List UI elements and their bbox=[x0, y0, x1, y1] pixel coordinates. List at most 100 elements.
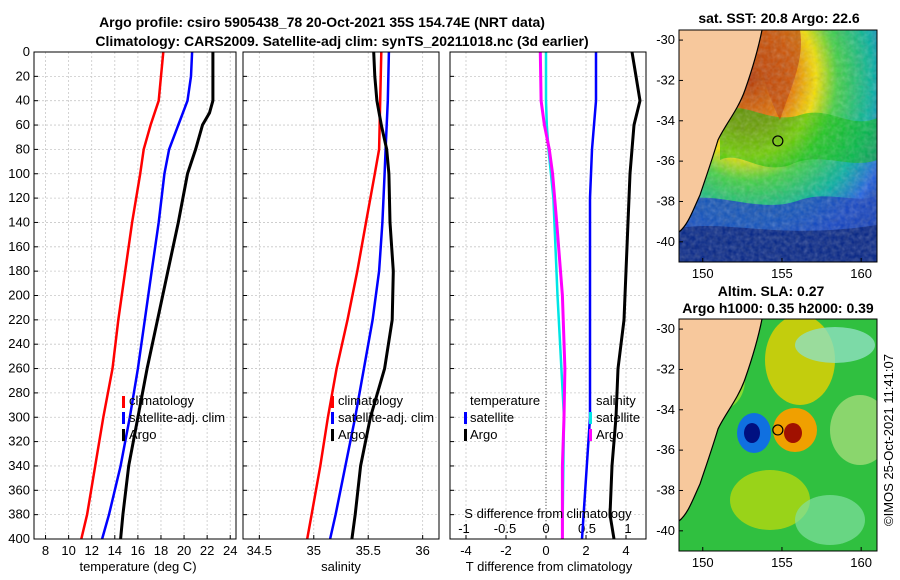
legend-t-argo-label: Argo bbox=[470, 427, 497, 442]
y-tick-label: 80 bbox=[16, 141, 30, 156]
sla-warm-eddy-core bbox=[784, 423, 802, 443]
y-tick-label: 220 bbox=[8, 312, 30, 327]
x-tick-label: 24 bbox=[223, 543, 237, 558]
legend-t-argo-swatch bbox=[464, 429, 467, 441]
argo-position-marker bbox=[772, 424, 784, 436]
y-tick-label: 360 bbox=[8, 482, 30, 497]
difference-legend: temperature satellite Argo salinity sate… bbox=[464, 393, 640, 442]
legend-temperature-heading: temperature bbox=[470, 393, 540, 408]
figure-title-line1: Argo profile: csiro 5905438_78 20-Oct-20… bbox=[99, 14, 545, 30]
x-tick-label: 4 bbox=[622, 543, 629, 558]
map-y-tick-label: -32 bbox=[656, 72, 675, 87]
legend-t-satellite-swatch bbox=[464, 412, 467, 424]
legend-argo-label: Argo bbox=[129, 427, 156, 442]
land-australia bbox=[679, 30, 762, 232]
series-line-t-argo bbox=[608, 51, 642, 540]
legend-argo-swatch bbox=[331, 429, 334, 441]
x-tick-label: 2 bbox=[582, 543, 589, 558]
map-y-tick-label: -34 bbox=[656, 402, 675, 417]
difference-xlabel-top: S difference from climatology bbox=[464, 506, 632, 521]
x-tick-label: 35 bbox=[307, 543, 321, 558]
x-tick-label: 22 bbox=[200, 543, 214, 558]
sla-south-patch bbox=[730, 470, 810, 530]
y-tick-label: 160 bbox=[8, 239, 30, 254]
map-y-tick-label: -36 bbox=[656, 442, 675, 457]
coastline bbox=[679, 319, 763, 522]
temperature-legend: climatology satellite-adj. clim Argo bbox=[122, 393, 225, 442]
land-australia bbox=[679, 319, 762, 521]
x-tick-label: -4 bbox=[460, 543, 472, 558]
sla-cold-eddy-core bbox=[744, 423, 760, 443]
y-tick-label: 0 bbox=[23, 44, 30, 59]
map-x-tick-label: 160 bbox=[850, 555, 872, 570]
x-tick-label: 18 bbox=[154, 543, 168, 558]
sla-map: Altim. SLA: 0.27 Argo h1000: 0.35 h2000:… bbox=[656, 283, 878, 570]
legend-t-satellite-label: satellite bbox=[470, 410, 514, 425]
map-y-tick-label: -38 bbox=[656, 482, 675, 497]
map-x-tick-label: 155 bbox=[771, 266, 793, 281]
x-tick-label: 36 bbox=[415, 543, 429, 558]
sst-map-ticks: 150 155 160 -30 -32 -34 -36 -38 -40 bbox=[656, 32, 872, 281]
timestamp: ©IMOS 25-Oct-2021 11:41:07 bbox=[881, 354, 896, 526]
y-tick-label: 60 bbox=[16, 117, 30, 132]
legend-satellite-swatch bbox=[331, 412, 334, 424]
y-tick-label: 240 bbox=[8, 336, 30, 351]
plot-frame bbox=[242, 51, 440, 540]
x-tick-label: -2 bbox=[500, 543, 512, 558]
map-y-tick-label: -40 bbox=[656, 523, 675, 538]
legend-satellite-label: satellite-adj. clim bbox=[129, 410, 225, 425]
x-tick-label: 35.5 bbox=[356, 543, 381, 558]
y-tick-label: 260 bbox=[8, 361, 30, 376]
sla-east-patch bbox=[830, 395, 877, 465]
plot-frame bbox=[449, 51, 647, 540]
map-y-tick-label: -34 bbox=[656, 113, 675, 128]
x-tick-label: 14 bbox=[108, 543, 122, 558]
y-tick-label: 140 bbox=[8, 214, 30, 229]
map-y-tick-label: -32 bbox=[656, 361, 675, 376]
series-line-argo bbox=[350, 51, 395, 540]
sst-map-title: sat. SST: 20.8 Argo: 22.6 bbox=[698, 10, 860, 26]
map-x-tick-label: 160 bbox=[850, 266, 872, 281]
difference-xlabel: T difference from climatology bbox=[466, 559, 633, 574]
map-x-tick-label: 150 bbox=[692, 555, 714, 570]
difference-panel: -4 -2 0 2 4 -1 -0.5 0 0.5 1 bbox=[449, 51, 647, 558]
series-line-argo bbox=[119, 52, 215, 540]
y-tick-label: 300 bbox=[8, 409, 30, 424]
y-tick-label: 320 bbox=[8, 434, 30, 449]
sst-map-frame bbox=[678, 29, 878, 263]
sla-map-subtitle: Argo h1000: 0.35 h2000: 0.39 bbox=[682, 300, 874, 316]
legend-climatology-swatch bbox=[331, 396, 334, 408]
x-tick-label: 12 bbox=[84, 543, 98, 558]
y-tick-label: 120 bbox=[8, 190, 30, 205]
top-x-tick-label: -0.5 bbox=[494, 521, 516, 536]
legend-satellite-label: satellite-adj. clim bbox=[338, 410, 434, 425]
top-x-tick-label: -1 bbox=[458, 521, 470, 536]
top-x-tick-label: 0.5 bbox=[578, 521, 596, 536]
legend-s-satellite-label: satellite bbox=[596, 410, 640, 425]
series-line-s-argo bbox=[538, 51, 567, 539]
y-tick-label: 400 bbox=[8, 531, 30, 546]
salinity-xlabel: salinity bbox=[321, 559, 361, 574]
legend-salinity-heading: salinity bbox=[596, 393, 636, 408]
legend-climatology-swatch bbox=[122, 396, 125, 408]
map-y-tick-label: -40 bbox=[656, 234, 675, 249]
legend-argo-swatch bbox=[122, 429, 125, 441]
legend-climatology-label: climatology bbox=[129, 393, 195, 408]
x-tick-label: 0 bbox=[542, 543, 549, 558]
salinity-panel: 34.5 35 35.5 36 bbox=[242, 51, 440, 558]
x-tick-label: 10 bbox=[61, 543, 75, 558]
legend-argo-label: Argo bbox=[338, 427, 365, 442]
series-line-climatology bbox=[305, 51, 383, 540]
sst-map: sat. SST: 20.8 Argo: 22.6 150 155 160 -30 -3… bbox=[656, 10, 878, 281]
coastline bbox=[679, 30, 763, 233]
x-tick-label: 34.5 bbox=[247, 543, 272, 558]
map-y-tick-label: -30 bbox=[656, 321, 675, 336]
y-tick-label: 340 bbox=[8, 458, 30, 473]
temperature-panel: 8 10 12 14 16 18 20 22 2402040608010012014016018… bbox=[8, 44, 237, 558]
y-tick-label: 40 bbox=[16, 93, 30, 108]
sla-map-title: Altim. SLA: 0.27 bbox=[718, 283, 825, 299]
top-x-tick-label: 0 bbox=[542, 521, 549, 536]
map-y-tick-label: -30 bbox=[656, 32, 675, 47]
series-line-t-satellite bbox=[580, 52, 598, 540]
